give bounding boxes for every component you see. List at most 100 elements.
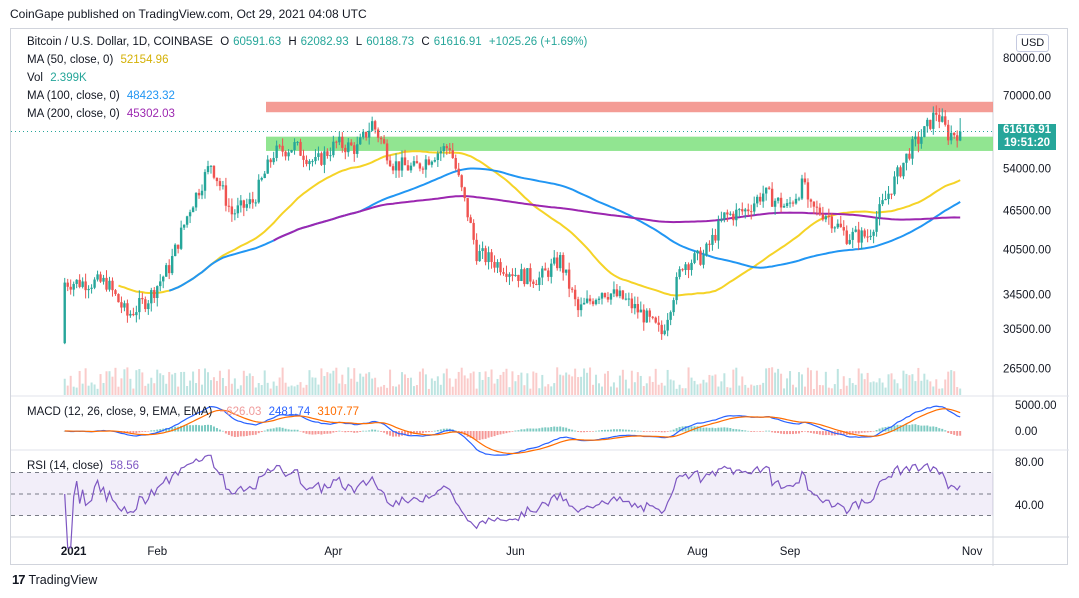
macd-histogram-bar [335,431,338,432]
volume-bar [624,379,627,395]
candle [224,185,228,206]
candle [553,257,556,264]
macd-histogram-bar [150,430,153,432]
candle [684,264,687,271]
volume-bar [457,371,460,395]
macd-histogram-bar [774,431,777,433]
candle [147,303,150,310]
candle [350,142,353,146]
volume-bar [180,371,183,395]
volume-bar [448,378,451,395]
volume-bar [511,371,514,395]
candle [132,313,135,316]
volume-bar [377,387,380,395]
candle [96,274,99,280]
candle [702,255,705,265]
low-label: L [355,36,363,48]
volume-bar [789,371,792,395]
macd-histogram-bar [224,431,227,434]
volume-bar [908,375,911,395]
volume-bar [147,383,150,395]
volume-bar [96,388,99,395]
candle [296,141,299,143]
candle [427,159,431,165]
candle [660,324,663,335]
candle [156,286,159,299]
candle [514,274,517,276]
legend-rsi[interactable]: RSI (14, close) 58.56 [27,457,143,475]
volume-bar [657,384,660,395]
volume-bar [833,384,836,395]
chart-area[interactable]: 80000.0070000.0060000.0054000.0046500.00… [10,28,1069,566]
volume-bar [580,376,583,395]
candle [848,239,851,244]
macd-histogram-bar [439,429,442,432]
candle [630,298,634,309]
macd-histogram-bar [654,431,657,432]
candle [654,317,657,323]
volume-bar [272,381,275,395]
legend-volume[interactable]: Vol 2.399K [27,69,91,87]
volume-bar [308,370,311,395]
price-chart[interactable]: 80000.0070000.0060000.0054000.0046500.00… [11,29,1069,566]
legend-ma100[interactable]: MA (100, close, 0) 48423.32 [27,87,179,105]
candle [388,160,392,167]
candle [809,199,813,202]
macd-histogram-bar [541,427,544,432]
candle [833,227,837,229]
volume-bar [729,387,732,395]
legend-macd[interactable]: MACD (12, 26, close, 9, EMA, EMA) −626.0… [27,403,363,421]
candle [947,124,950,141]
volume-bar [481,379,484,395]
macd-histogram-bar [842,431,845,435]
volume-bar [120,378,123,395]
candle [693,253,696,263]
volume-bar [356,381,359,395]
volume-bar [914,381,917,395]
volume-bar [553,383,556,395]
candle [890,193,893,195]
volume-bar [284,382,287,395]
volume-bar [368,372,371,395]
macd-histogram-bar [759,431,762,432]
volume-bar [526,373,529,395]
legend-ma200[interactable]: MA (200, close, 0) 45302.03 [27,105,179,123]
macd-histogram-bar [269,428,272,432]
macd-histogram-bar [138,431,141,433]
macd-line-value: 2481.74 [268,406,311,418]
candle [896,167,899,177]
volume-bar [777,368,780,395]
macd-histogram-bar [917,425,920,432]
candle [723,212,726,220]
candle [564,269,568,273]
candle [520,269,523,281]
currency-button[interactable]: USD [1016,34,1050,52]
candle [212,165,216,178]
legend-ma50[interactable]: MA (50, close, 0) 52154.96 [27,51,172,69]
volume-bar [863,379,866,395]
volume-bar [699,383,702,395]
tradingview-logo-icon: 17 [12,572,26,587]
candle [627,298,631,300]
symbol-label[interactable]: Bitcoin / U.S. Dollar, 1D, COINBASE [27,36,213,48]
volume-bar [696,384,699,395]
volume-bar [251,376,254,395]
volume-bar [278,377,281,395]
volume-bar [851,383,854,395]
volume-bar [266,382,269,395]
volume-bar [69,375,72,395]
candle [257,179,260,203]
macd-histogram-bar [657,431,660,432]
macd-histogram-bar [675,428,678,432]
candle [215,177,219,182]
volume-bar [338,383,341,395]
volume-bar [162,375,165,395]
candle [260,178,263,180]
tradingview-brand[interactable]: 17 TradingView [12,572,97,587]
volume-bar [783,388,786,395]
volume-bar [171,374,174,395]
volume-bar [439,384,442,395]
volume-bar [290,385,293,395]
candle [221,185,225,187]
macd-histogram-bar [198,425,201,432]
